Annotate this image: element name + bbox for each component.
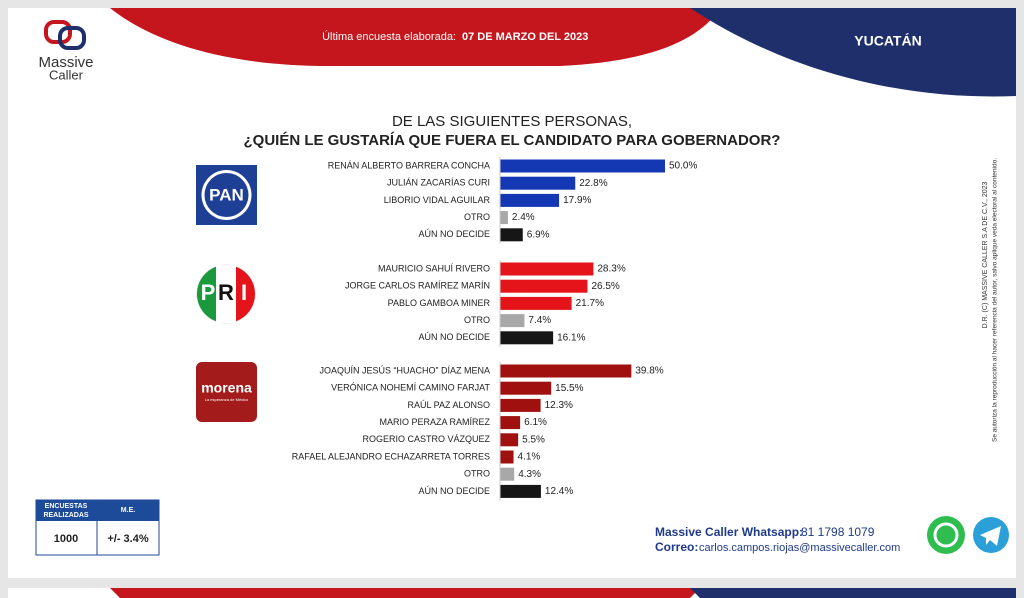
brand-name: Massive — [38, 54, 93, 71]
value-label: 6.1% — [524, 417, 547, 428]
bar — [500, 331, 554, 345]
category-label: ROGERIO CASTRO VÁZQUEZ — [362, 434, 490, 444]
bar — [500, 296, 572, 310]
bar — [500, 262, 594, 276]
value-label: 4.3% — [518, 469, 541, 480]
bar — [500, 279, 588, 293]
value-label: 50.0% — [669, 161, 697, 172]
value-label: 12.3% — [545, 400, 573, 411]
category-label: RAÚL PAZ ALONSO — [407, 400, 490, 410]
value-label: 6.9% — [527, 229, 550, 240]
value-label: 7.4% — [528, 315, 551, 326]
pri-white — [216, 265, 236, 323]
category-label: RAFAEL ALEJANDRO ECHAZARRETA TORRES — [292, 451, 490, 461]
morena-text: morena — [201, 380, 252, 396]
category-label: PABLO GAMBOA MINER — [388, 298, 491, 308]
brand-name: Caller — [49, 67, 84, 82]
category-label: AÚN NO DECIDE — [418, 332, 490, 342]
title-line: ¿QUIÉN LE GUSTARÍA QUE FUERA EL CANDIDAT… — [244, 132, 781, 149]
category-label: VERÓNICA NOHEMÍ CAMINO FARJAT — [331, 383, 490, 393]
value-label: 39.8% — [635, 366, 663, 377]
value-label: 16.1% — [557, 332, 585, 343]
bar — [500, 193, 560, 207]
header-navy — [690, 8, 1016, 97]
value-label: 15.5% — [555, 383, 583, 394]
value-label: 28.3% — [597, 264, 625, 275]
legal-text: Se autoriza la reproducción al hacer ref… — [992, 158, 999, 442]
logo-bubble — [44, 20, 72, 44]
value-label: 12.4% — [545, 486, 573, 497]
footer-email: carlos.campos.riojas@massivecaller.com — [699, 542, 900, 554]
pri-logo: P R I — [196, 264, 256, 324]
telegram-glyph — [980, 526, 1001, 546]
bar — [500, 176, 576, 190]
category-label: OTRO — [464, 315, 490, 325]
sample-heading: REALIZADAS — [43, 512, 88, 519]
card — [8, 8, 1016, 578]
sample-box: ENCUESTAS REALIZADAS M.E. 1000 +/- 3.4% — [35, 499, 160, 556]
bar — [500, 467, 515, 481]
bar — [500, 364, 632, 378]
category-label: MAURICIO SAHUÍ RIVERO — [378, 263, 490, 273]
title-line: DE LAS SIGUIENTES PERSONAS, — [392, 113, 632, 130]
state: YUCATÁN — [854, 33, 921, 49]
header-red — [110, 8, 720, 66]
footer-label: Correo: — [655, 540, 698, 554]
value-label: 17.9% — [563, 195, 591, 206]
logo-bubble — [58, 26, 86, 50]
morena-tagline: La esperanza de México — [205, 397, 249, 402]
legal-text: D.R. (C) MASSIVE CALLER S.A DE C.V., 202… — [982, 181, 989, 328]
bar — [500, 211, 508, 225]
category-label: RENÁN ALBERTO BARRERA CONCHA — [328, 160, 490, 170]
category-label: OTRO — [464, 469, 490, 479]
category-label: JORGE CARLOS RAMÍREZ MARÍN — [345, 281, 490, 291]
footer-phone: 81 1798 1079 — [801, 525, 875, 539]
morena-box — [196, 362, 257, 422]
pri-letter: R — [218, 280, 234, 305]
whatsapp-glyph — [933, 522, 959, 548]
sample-count: 1000 — [54, 533, 78, 545]
next-header-red — [110, 588, 700, 598]
bar — [500, 484, 541, 498]
bar — [500, 381, 552, 395]
brand-logo — [44, 20, 86, 50]
pri-letter: I — [241, 280, 247, 305]
footer-label: Massive Caller Whatsapp: — [655, 525, 803, 539]
bar — [500, 450, 514, 464]
sample-heading: ENCUESTAS — [45, 503, 88, 510]
category-label: OTRO — [464, 212, 490, 222]
value-label: 22.8% — [579, 178, 607, 189]
bar — [500, 416, 521, 430]
next-header-navy — [690, 588, 1016, 598]
category-label: JOAQUÍN JESÚS “HUACHO” DÍAZ MENA — [319, 365, 490, 375]
category-label: MARIO PERAZA RAMÍREZ — [379, 417, 490, 427]
sample-margin: +/- 3.4% — [107, 533, 148, 545]
bar — [500, 314, 525, 328]
value-label: 5.5% — [522, 434, 545, 445]
bar — [500, 398, 541, 412]
value-label: 26.5% — [591, 281, 619, 292]
whatsapp-icon — [927, 516, 965, 554]
survey-date: 07 DE MARZO DEL 2023 — [462, 31, 588, 43]
category-label: JULIÁN ZACARÍAS CURI — [387, 178, 490, 188]
pan-logo: PAN — [196, 165, 257, 225]
pan-disc — [204, 173, 249, 217]
value-label: 2.4% — [512, 212, 535, 223]
category-label: AÚN NO DECIDE — [418, 486, 490, 496]
sample-heading: M.E. — [121, 507, 135, 514]
pan-text: PAN — [209, 185, 244, 204]
survey-label: Última encuesta elaborada: — [322, 30, 456, 43]
bar — [500, 228, 523, 242]
bar — [500, 159, 665, 173]
pri-letter: P — [201, 280, 216, 305]
bar — [500, 433, 519, 447]
category-label: LIBORIO VIDAL AGUILAR — [384, 195, 491, 205]
value-label: 4.1% — [518, 452, 541, 463]
value-label: 21.7% — [576, 298, 604, 309]
morena-logo: morena La esperanza de México — [196, 362, 257, 422]
category-label: AÚN NO DECIDE — [418, 229, 490, 239]
